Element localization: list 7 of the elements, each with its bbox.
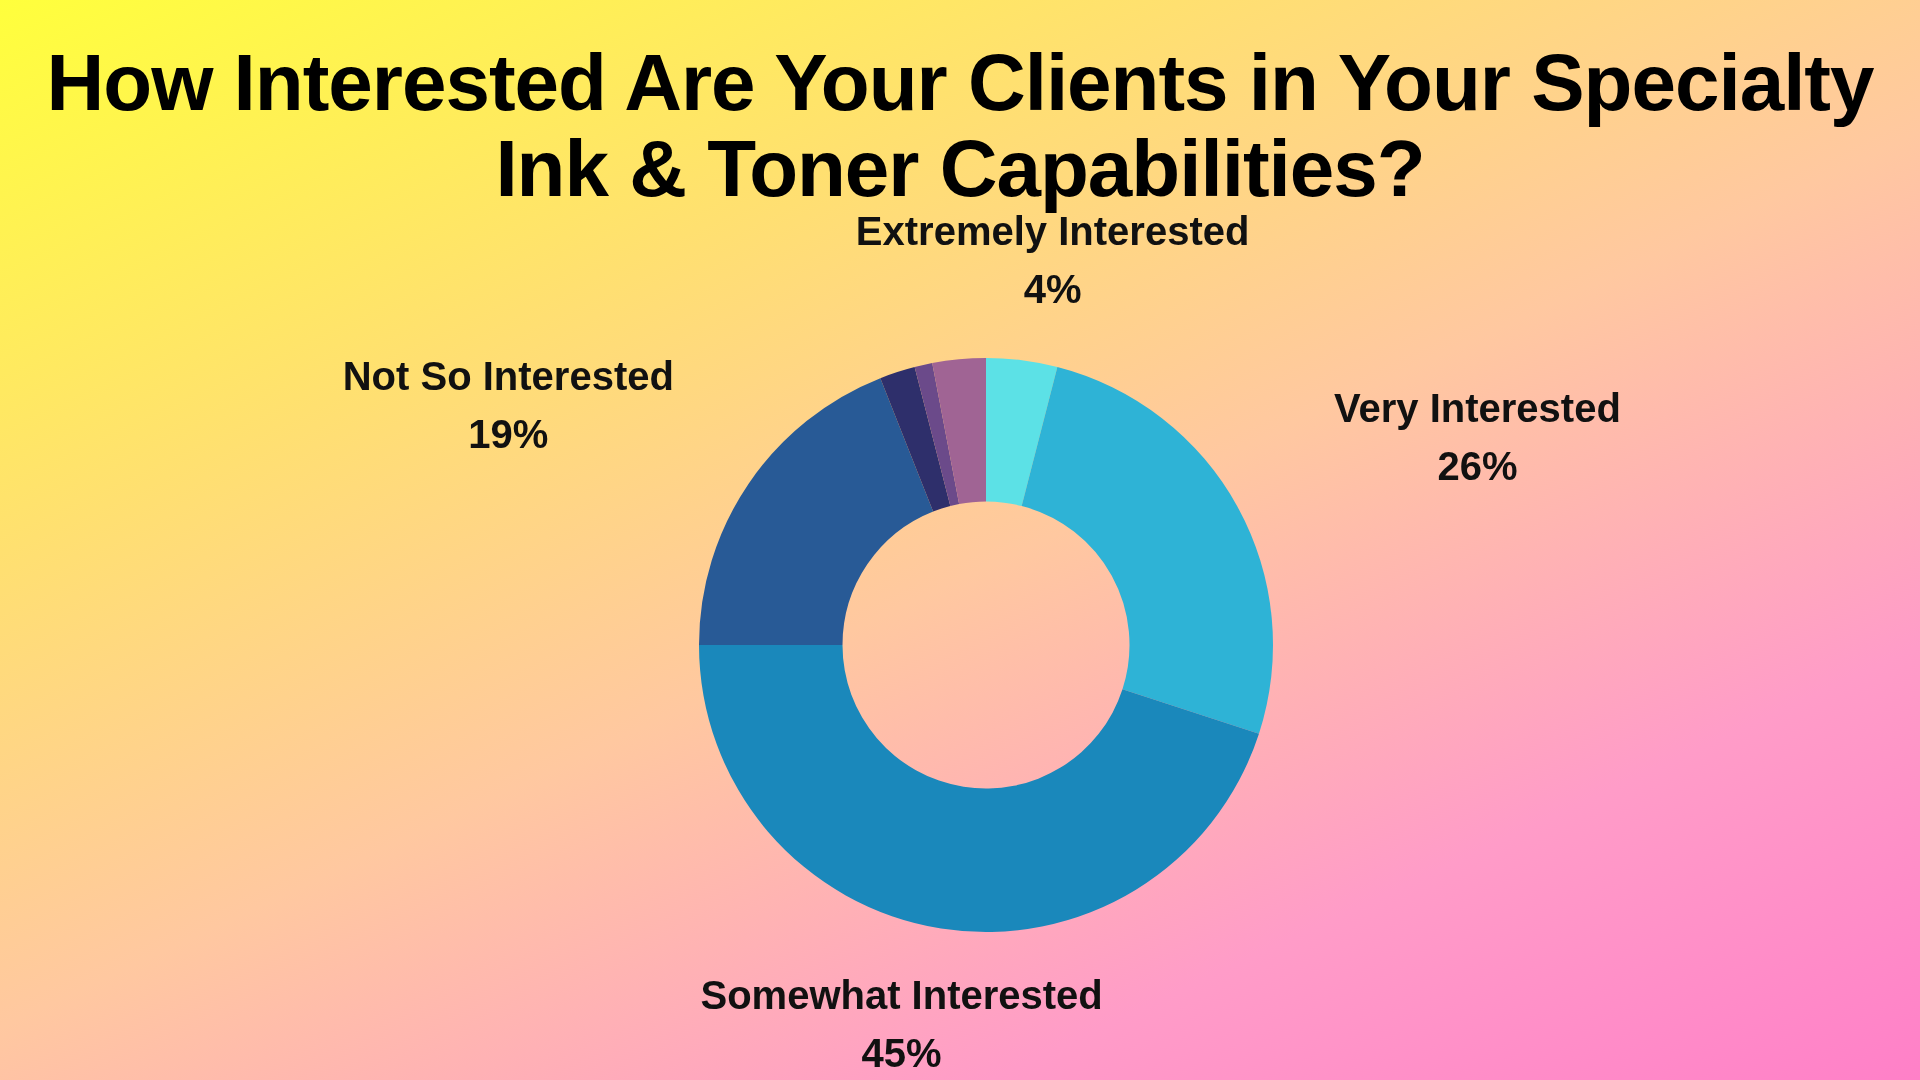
data-label: 19% xyxy=(468,411,549,456)
slice-label: Somewhat Interested xyxy=(700,973,1103,1018)
data-label: 4% xyxy=(1023,266,1082,311)
slice-label: Not So Interested xyxy=(342,353,674,398)
slice-label: Very Interested xyxy=(1334,386,1621,431)
data-label: 26% xyxy=(1437,444,1518,489)
data-label: 45% xyxy=(861,1031,942,1076)
